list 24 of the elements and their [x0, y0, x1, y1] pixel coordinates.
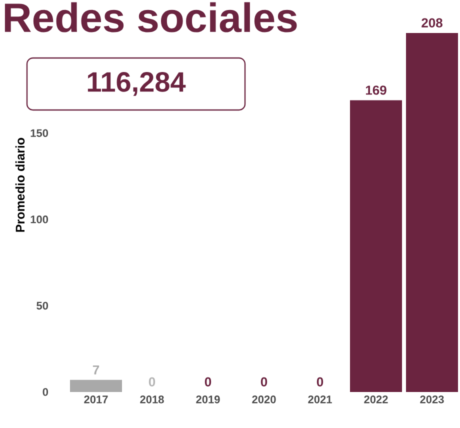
x-tick-label: 2023 [420, 396, 444, 404]
y-tick-label: 100 [30, 216, 48, 224]
x-tick-label: 2020 [252, 396, 276, 404]
annotation: 116,284 [88, 72, 186, 96]
x-tick-label: 2022 [364, 396, 388, 404]
data-label: 7 [92, 365, 100, 374]
data-label: 0 [204, 377, 212, 386]
y-tick-label: 0 [42, 388, 48, 396]
y-tick-label: 150 [30, 129, 48, 137]
data-label: 0 [148, 377, 156, 386]
bar [406, 32, 458, 392]
data-label: 208 [422, 18, 442, 28]
chart-title: Redes sociales [4, 2, 297, 32]
y-tick-label: 50 [36, 302, 48, 310]
x-tick-label: 2017 [84, 396, 108, 404]
bar [350, 100, 402, 392]
data-label: 0 [260, 377, 268, 386]
data-label: 0 [316, 377, 324, 386]
y-axis-title: Promedio diario [15, 138, 25, 232]
x-tick-label: 2021 [308, 396, 332, 404]
bar [70, 380, 122, 392]
x-tick-label: 2018 [140, 396, 164, 404]
x-tick-label: 2019 [196, 396, 220, 404]
data-label: 169 [366, 86, 386, 95]
